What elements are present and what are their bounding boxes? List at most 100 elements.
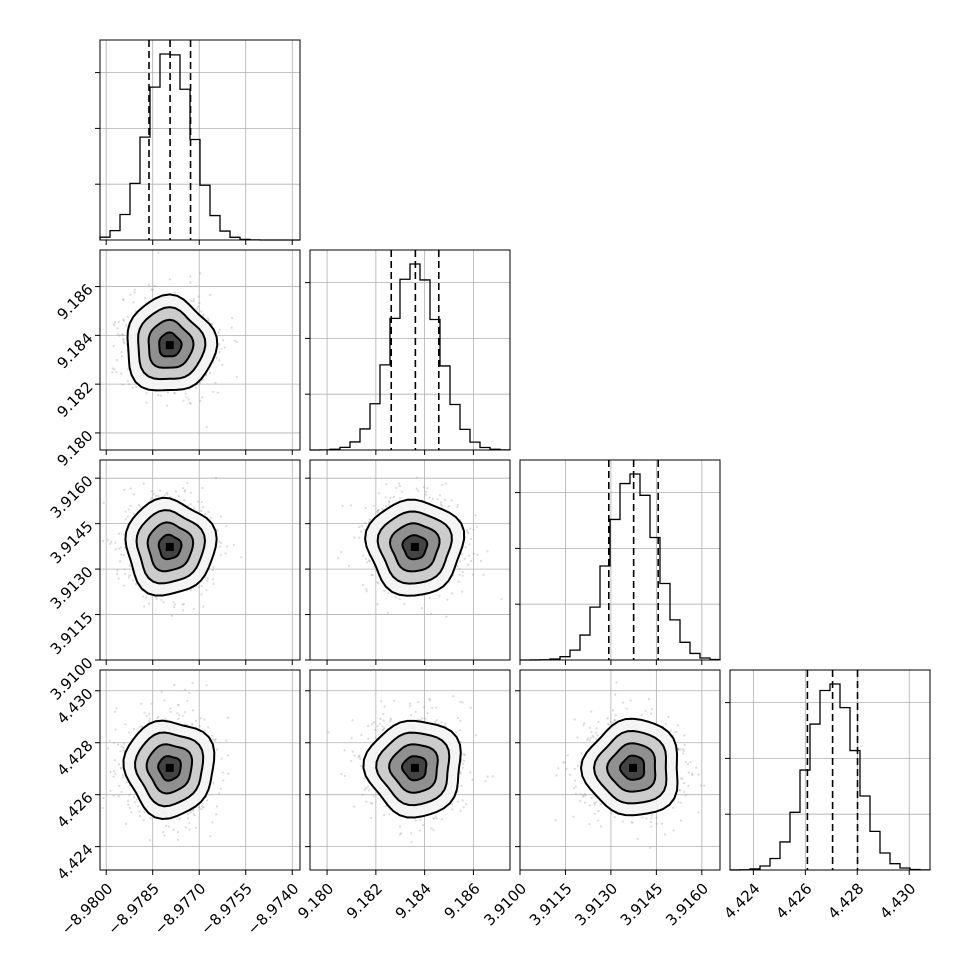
sample-point bbox=[351, 719, 354, 722]
density-contour bbox=[388, 743, 439, 794]
sample-point bbox=[186, 812, 189, 816]
sample-point bbox=[181, 603, 184, 606]
sample-point bbox=[147, 720, 151, 723]
sample-point bbox=[122, 338, 125, 342]
density-panel-1-3 bbox=[305, 669, 511, 875]
sample-point bbox=[190, 589, 193, 592]
sample-point bbox=[611, 709, 615, 712]
histogram-panel-2 bbox=[515, 459, 721, 665]
sample-point bbox=[125, 781, 128, 784]
sample-point bbox=[217, 792, 220, 795]
sample-point bbox=[363, 528, 366, 531]
panel-frame bbox=[99, 249, 301, 451]
sample-point bbox=[428, 597, 431, 600]
sample-point bbox=[209, 293, 212, 296]
sample-point bbox=[121, 332, 124, 336]
sample-point bbox=[429, 699, 432, 702]
sample-point bbox=[214, 381, 217, 384]
sample-point bbox=[226, 716, 229, 719]
sample-point bbox=[200, 808, 203, 811]
sample-point bbox=[128, 806, 131, 810]
sample-point bbox=[152, 492, 155, 496]
sample-point bbox=[462, 753, 465, 756]
sample-point bbox=[367, 737, 370, 740]
sample-point bbox=[197, 305, 200, 308]
sample-point bbox=[186, 699, 189, 702]
sample-point bbox=[221, 771, 224, 774]
sample-point bbox=[664, 833, 667, 836]
sample-point bbox=[172, 828, 175, 832]
sample-point bbox=[482, 573, 485, 576]
sample-point bbox=[156, 717, 159, 720]
sample-point bbox=[469, 771, 472, 774]
sample-point bbox=[189, 275, 192, 278]
sample-point bbox=[366, 561, 369, 564]
sample-point bbox=[145, 392, 148, 395]
sample-point bbox=[394, 596, 397, 599]
sample-point bbox=[392, 495, 396, 498]
sample-point bbox=[118, 334, 121, 337]
sample-point bbox=[191, 709, 194, 712]
sample-point bbox=[395, 486, 398, 489]
sample-point bbox=[120, 333, 123, 336]
sample-point bbox=[224, 552, 227, 555]
sample-point bbox=[593, 812, 597, 815]
sample-point bbox=[459, 772, 462, 775]
sample-point bbox=[214, 738, 217, 741]
sample-point bbox=[129, 293, 132, 296]
sample-point bbox=[216, 391, 220, 394]
sample-point bbox=[118, 784, 121, 788]
sample-point bbox=[385, 805, 388, 808]
density-peak bbox=[165, 763, 174, 772]
sample-point bbox=[173, 684, 176, 687]
sample-point bbox=[212, 566, 215, 569]
sample-point bbox=[177, 495, 180, 498]
sample-point bbox=[215, 813, 218, 816]
sample-point bbox=[590, 710, 593, 713]
sample-point bbox=[472, 552, 475, 555]
sample-point bbox=[172, 601, 175, 604]
sample-point bbox=[116, 332, 119, 335]
histogram-step bbox=[99, 53, 300, 241]
density-contour bbox=[137, 306, 207, 381]
sample-point bbox=[383, 705, 386, 708]
sample-point bbox=[468, 543, 471, 546]
sample-point bbox=[368, 559, 371, 562]
sample-point bbox=[198, 724, 201, 728]
sample-point bbox=[417, 701, 420, 704]
sample-point bbox=[458, 567, 461, 571]
sample-point bbox=[157, 715, 160, 719]
sample-point bbox=[389, 717, 392, 720]
sample-point bbox=[159, 489, 162, 492]
sample-point bbox=[123, 341, 126, 345]
sample-point bbox=[401, 490, 404, 493]
sample-point bbox=[220, 554, 223, 557]
sample-point bbox=[116, 327, 119, 330]
sample-point bbox=[374, 736, 377, 740]
density-contour bbox=[364, 498, 466, 597]
sample-point bbox=[340, 551, 343, 554]
sample-point bbox=[188, 828, 191, 831]
sample-point bbox=[388, 813, 391, 816]
sample-point bbox=[419, 818, 422, 822]
sample-point bbox=[341, 504, 344, 508]
sample-point bbox=[199, 272, 202, 275]
sample-point bbox=[163, 834, 166, 837]
sample-point bbox=[115, 371, 118, 374]
sample-point bbox=[428, 697, 431, 701]
density-contour bbox=[135, 509, 207, 585]
sample-point bbox=[465, 803, 468, 806]
sample-point bbox=[192, 300, 195, 303]
sample-point bbox=[153, 285, 156, 288]
sample-point bbox=[197, 806, 201, 809]
sample-point bbox=[382, 719, 385, 722]
sample-point bbox=[118, 560, 122, 563]
sample-point bbox=[125, 822, 128, 825]
sample-point bbox=[119, 767, 123, 770]
sample-point bbox=[124, 517, 127, 521]
sample-point bbox=[192, 298, 195, 301]
sample-point bbox=[432, 817, 435, 820]
sample-point bbox=[386, 611, 389, 614]
sample-point bbox=[418, 829, 422, 832]
sample-point bbox=[594, 800, 598, 804]
